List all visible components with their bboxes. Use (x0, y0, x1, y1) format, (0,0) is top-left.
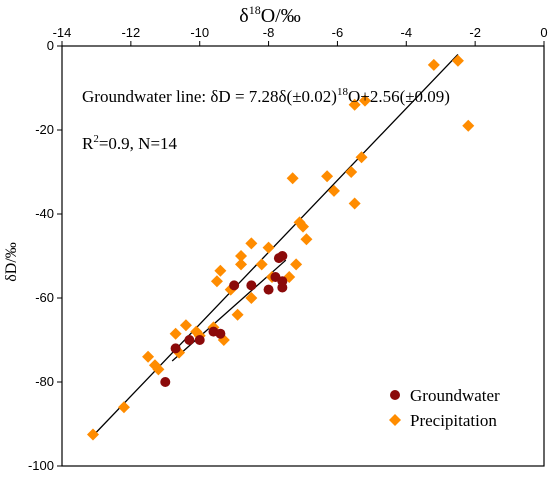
legend: Groundwater Precipitation (389, 386, 500, 430)
data-points (86, 54, 475, 441)
y-tick-label: -80 (35, 374, 54, 389)
point-groundwater (246, 280, 257, 291)
point-groundwater (194, 335, 205, 345)
point-groundwater (263, 284, 274, 295)
point-precipitation (345, 166, 358, 178)
svg-text:R2=0.9, N=14: R2=0.9, N=14 (82, 133, 178, 153)
point-precipitation (451, 54, 464, 67)
point-precipitation (348, 197, 361, 210)
point-precipitation (117, 401, 130, 414)
point-precipitation (210, 275, 223, 288)
point-groundwater (277, 251, 288, 261)
point-precipitation (327, 184, 340, 197)
point-precipitation (179, 319, 192, 332)
point-precipitation (286, 172, 299, 185)
legend-marker-precipitation (389, 414, 401, 426)
svg-text:Groundwater line: δD = 7.28δ(: Groundwater line: δD = 7.28δ(±0.02)18O+2… (82, 86, 450, 106)
y-tick-label: -100 (28, 458, 54, 473)
point-precipitation (142, 350, 155, 363)
point-groundwater (170, 343, 181, 354)
point-precipitation (245, 292, 258, 304)
stats-pre: R (82, 134, 94, 153)
x-tick-label: -4 (401, 25, 413, 40)
fit-lines (92, 53, 459, 437)
x-tick-label: 0 (540, 25, 547, 40)
point-precipitation (214, 264, 227, 277)
point-groundwater (160, 377, 171, 387)
point-precipitation (355, 151, 368, 164)
plot-area (61, 45, 545, 467)
equation-annotation: Groundwater line: δD = 7.28δ(±0.02)18O+2… (82, 86, 450, 106)
equation-suffix: O+2.56(±0.09) (348, 87, 450, 106)
y-tick-label: -40 (35, 206, 54, 221)
point-precipitation (152, 363, 165, 376)
x-tick-label: -12 (121, 25, 140, 40)
x-axis-title-rest: O/‰ (261, 5, 301, 27)
y-tick-label: 0 (47, 38, 54, 53)
point-precipitation (169, 327, 182, 340)
point-groundwater (184, 335, 195, 345)
point-precipitation (290, 258, 303, 271)
stats-annotation: R2=0.9, N=14 (82, 133, 178, 153)
y-tick-label: -60 (35, 290, 54, 305)
fit-line (92, 53, 459, 437)
point-precipitation (297, 220, 309, 233)
point-precipitation (462, 119, 475, 132)
x-axis-title-delta: δ (239, 5, 248, 27)
point-precipitation (427, 58, 440, 71)
point-precipitation (262, 241, 275, 254)
stats-post: =0.9, N=14 (99, 134, 178, 153)
point-precipitation (321, 170, 334, 183)
legend-marker-groundwater (390, 390, 400, 400)
point-precipitation (235, 250, 248, 262)
x-tick-label: -10 (190, 25, 209, 40)
x-tick-label: -14 (53, 25, 72, 40)
point-groundwater (229, 280, 240, 291)
point-precipitation (86, 428, 99, 441)
x-tick-label: -8 (263, 25, 275, 40)
point-precipitation (358, 94, 371, 107)
x-tick-label: -2 (469, 25, 481, 40)
legend-label-groundwater: Groundwater (410, 386, 500, 405)
point-precipitation (255, 258, 268, 271)
point-precipitation (348, 98, 361, 111)
axis-ticks: -14 -12 -10 -8 -6 -4 -2 00-20-40-60-80-100 (28, 25, 548, 473)
svg-text:δ18O/‰: δ18O/‰ (239, 3, 300, 27)
point-precipitation (231, 308, 244, 321)
point-precipitation (300, 233, 313, 246)
point-groundwater (277, 282, 288, 293)
y-tick-label: -20 (35, 122, 54, 137)
x-axis-title-sup: 18 (249, 3, 261, 17)
equation-sup: 18 (337, 86, 349, 98)
point-precipitation (245, 237, 258, 250)
point-precipitation (235, 258, 248, 271)
point-groundwater (215, 328, 226, 339)
y-axis-title: δD/‰ (3, 242, 20, 282)
x-axis-title: δ18O/‰ (239, 3, 300, 27)
legend-label-precipitation: Precipitation (410, 411, 497, 430)
equation-prefix: Groundwater line: δD = 7.28δ(±0.02) (82, 87, 337, 106)
stats-sup: 2 (93, 133, 99, 145)
x-tick-label: -6 (332, 25, 344, 40)
